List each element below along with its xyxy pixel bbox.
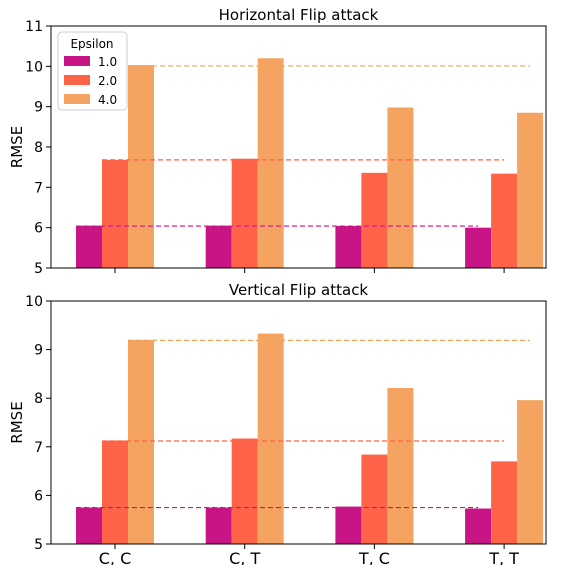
bar-tt-eps-1-0 [465, 227, 492, 268]
y-tick-label: 9 [34, 100, 43, 116]
chart-panel-1: 5 6 7 8 9 10 11 Horizontal Flip attack RMSE Epsil… [8, 6, 547, 277]
legend-label-eps-2-0: 2.0 [98, 74, 117, 88]
legend-swatch-eps-2-0 [64, 75, 90, 85]
y-tick-label: 11 [25, 19, 43, 35]
bar-tc-eps-2-0 [361, 172, 388, 268]
bar-cc-eps-2-0 [102, 440, 128, 544]
bar-tc-eps-1-0 [335, 506, 362, 544]
y-tick-label: 8 [34, 391, 43, 407]
y-tick-label: 6 [34, 221, 43, 237]
chart-title: Horizontal Flip attack [219, 6, 379, 24]
y-axis-label: RMSE [8, 126, 26, 168]
bar-cc-eps-1-0 [76, 225, 102, 268]
y-tick-label: 9 [34, 343, 43, 359]
bar-tt-eps-2-0 [491, 173, 518, 268]
bar-cc-eps-4-0 [128, 65, 154, 268]
bar-tt-eps-4-0 [517, 112, 544, 268]
bar-tt-eps-2-0 [491, 461, 518, 544]
y-tick-label: 6 [34, 488, 43, 504]
bar-tc-eps-2-0 [361, 454, 388, 544]
chart-title: Vertical Flip attack [229, 281, 369, 299]
chart-panel-2: 5 6 7 8 9 10 C, C C, T T, C T, T Vertical Flip att… [8, 281, 547, 565]
y-axis-label: RMSE [8, 401, 26, 443]
bar-tt-eps-4-0 [517, 400, 544, 544]
bar-tc-eps-4-0 [387, 107, 414, 269]
bar-cc-eps-1-0 [76, 507, 102, 544]
legend-swatch-eps-1-0 [64, 56, 90, 66]
legend: Epsilon 1.0 2.0 4.0 [57, 31, 128, 111]
bar-cc-eps-4-0 [128, 339, 154, 544]
legend-box [57, 31, 128, 111]
x-tick-label: C, T [229, 549, 260, 565]
x-tick-label: T, T [488, 549, 519, 565]
y-tick-label: 10 [25, 294, 43, 310]
bar-ct-eps-2-0 [231, 158, 258, 268]
bar-tc-eps-1-0 [335, 226, 362, 268]
y-tick-label: 7 [34, 180, 43, 196]
bar-ct-eps-2-0 [231, 438, 258, 544]
y-tick-label: 10 [25, 59, 43, 75]
bar-tt-eps-1-0 [465, 508, 492, 544]
legend-swatch-eps-4-0 [64, 94, 90, 104]
y-tick-label: 7 [34, 440, 43, 456]
bar-ct-eps-1-0 [205, 225, 232, 268]
bar-ct-eps-1-0 [205, 507, 232, 544]
plot-frame [50, 300, 547, 545]
y-tick-label: 5 [34, 537, 43, 553]
legend-label-eps-1-0: 1.0 [98, 55, 117, 69]
bar-ct-eps-4-0 [257, 333, 284, 544]
legend-label-eps-4-0: 4.0 [98, 93, 117, 107]
x-tick-label: C, C [99, 549, 132, 565]
bar-cc-eps-2-0 [102, 159, 128, 268]
legend-title: Epsilon [70, 37, 113, 51]
y-tick-label: 5 [34, 261, 43, 277]
x-tick-label: T, C [358, 549, 390, 565]
y-tick-label: 8 [34, 140, 43, 156]
bar-ct-eps-4-0 [257, 58, 284, 269]
bar-tc-eps-4-0 [387, 387, 414, 544]
